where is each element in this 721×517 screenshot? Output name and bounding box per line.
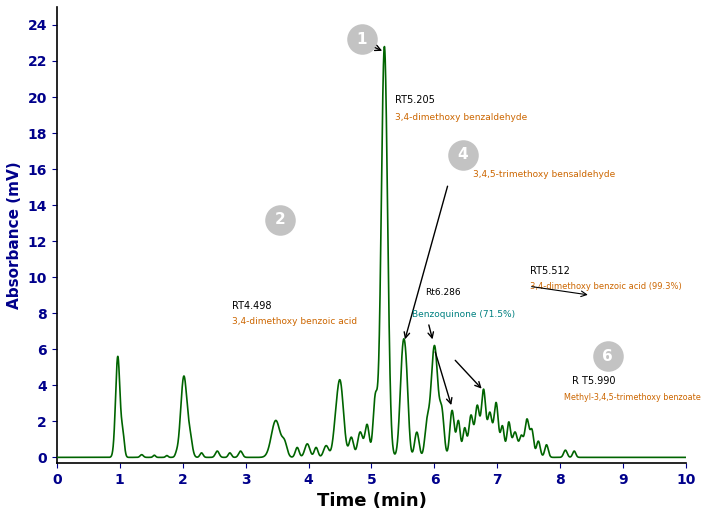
Text: Methyl-3,4,5-trimethoxy benzoate: Methyl-3,4,5-trimethoxy benzoate <box>564 393 700 402</box>
Text: 3,4,5-trimethoxy bensaldehyde: 3,4,5-trimethoxy bensaldehyde <box>474 170 616 179</box>
Text: 4: 4 <box>457 147 468 162</box>
Text: RT5.205: RT5.205 <box>395 95 435 105</box>
Text: 2: 2 <box>275 212 286 227</box>
Text: R T5.990: R T5.990 <box>572 376 615 386</box>
Text: RT5.512: RT5.512 <box>530 266 570 276</box>
Text: 3,4-dimethoxy benzoic acid: 3,4-dimethoxy benzoic acid <box>231 317 357 326</box>
Text: Benzoquinone (71.5%): Benzoquinone (71.5%) <box>412 310 516 319</box>
Text: 6: 6 <box>602 349 613 364</box>
Text: Rt6.286: Rt6.286 <box>425 288 461 297</box>
Text: 1: 1 <box>357 32 367 47</box>
Y-axis label: Absorbance (mV): Absorbance (mV) <box>7 161 22 309</box>
Text: 3,4-dimethoxy benzoic acid (99.3%): 3,4-dimethoxy benzoic acid (99.3%) <box>530 282 682 291</box>
X-axis label: Time (min): Time (min) <box>317 492 426 510</box>
Text: 3,4-dimethoxy benzaldehyde: 3,4-dimethoxy benzaldehyde <box>395 113 528 121</box>
Text: RT4.498: RT4.498 <box>231 301 271 311</box>
